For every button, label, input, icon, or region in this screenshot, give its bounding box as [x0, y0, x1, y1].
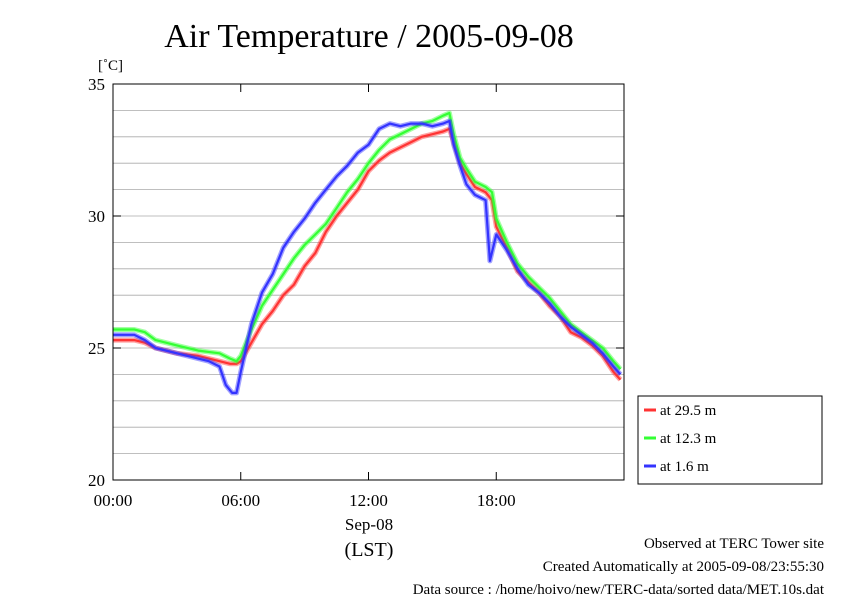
legend-entry: at 1.6 m — [660, 459, 709, 475]
legend: at 29.5 m at 12.3 m at 1.6 m — [637, 395, 823, 485]
series-line — [113, 111, 622, 370]
y-tick-label: 35 — [88, 75, 105, 94]
y-tick-label: 25 — [88, 339, 105, 358]
x-tick-label: 00:00 — [94, 491, 133, 510]
legend-entry: at 12.3 m — [660, 431, 717, 447]
axis-ticks: 20 25 30 35 00:00 06:00 12:00 18:00 — [88, 75, 624, 510]
series-layer — [113, 110, 623, 396]
gridlines — [113, 110, 624, 455]
x-axis-label-lst: (LST) — [345, 539, 394, 561]
footer-source: Data source : /home/hoivo/new/TERC-data/… — [412, 582, 824, 598]
x-tick-label: 18:00 — [477, 491, 516, 510]
y-tick-label: 20 — [88, 471, 105, 490]
y-axis-unit: [˚C] — [98, 58, 123, 74]
footer-created: Created Automatically at 2005-09-08/23:5… — [542, 559, 824, 575]
x-tick-label: 06:00 — [221, 491, 260, 510]
series-line-halo — [113, 110, 623, 371]
y-tick-label: 30 — [88, 207, 105, 226]
series-line — [113, 119, 622, 394]
legend-box — [637, 395, 823, 485]
footer-site: Observed at TERC Tower site — [643, 536, 824, 552]
x-axis-label: Sep-08 — [345, 515, 393, 534]
chart-title: Air Temperature / 2005-09-08 — [164, 18, 574, 55]
legend-entry: at 29.5 m — [660, 403, 717, 419]
x-tick-label: 12:00 — [349, 491, 388, 510]
